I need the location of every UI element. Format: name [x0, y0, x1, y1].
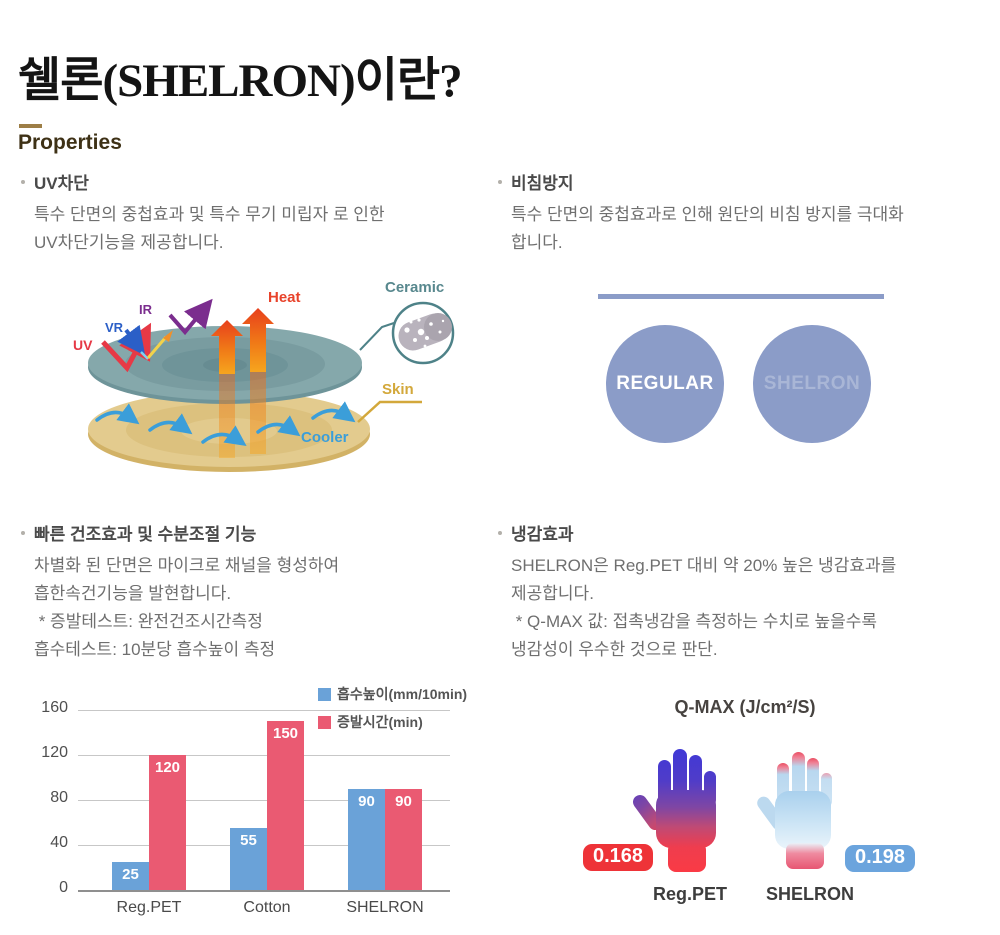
section-sheer-header: 비침방지 [495, 169, 965, 194]
legend-swatch [318, 687, 331, 701]
section-cooling-title: 냉감효과 [511, 525, 574, 544]
y-axis-tick-label: 0 [59, 879, 68, 896]
legend-label: 흡수높이(mm/10min) [337, 686, 468, 702]
cooler-airflow-arrows [95, 401, 356, 447]
regular-circle: REGULAR [606, 325, 724, 443]
section-drying-header: 빠른 건조효과 및 수분조절 기능 [18, 520, 488, 545]
bar-value-label: 90 [395, 793, 412, 810]
y-axis-tick-label: 40 [50, 834, 68, 851]
absorption-evaporation-chart: 0 40 80 120 160 25 120 Reg.PET 55 150 Cotton 90 90 SH… [18, 680, 498, 932]
regpet-hand-figure [632, 749, 716, 872]
section-sheer-title: 비침방지 [511, 174, 574, 193]
section-drying-body: 차별화 된 단면은 마이크로 채널을 형성하여 흡한속건기능을 발현합니다. *… [34, 556, 340, 659]
bar: 120 [149, 755, 186, 890]
x-axis-category-label: SHELRON [346, 899, 424, 916]
section-uv-header: UV차단 [18, 169, 488, 194]
legend-swatch [318, 715, 331, 729]
sheer-figure-bar [598, 294, 884, 299]
legend-item: 증발시간(min) [318, 714, 423, 730]
bar: 90 [385, 789, 422, 890]
legend-label: 증발시간(min) [337, 714, 423, 730]
uv-label: UV [73, 337, 93, 353]
properties-heading: Properties [18, 131, 122, 154]
ir-reflection [146, 336, 168, 359]
qmax-value-regpet: 0.168 [593, 845, 644, 867]
section-drying: 빠른 건조효과 및 수분조절 기능 차별화 된 단면은 마이크로 채널을 형성하… [18, 520, 488, 664]
section-drying-title: 빠른 건조효과 및 수분조절 기능 [34, 525, 257, 544]
bar: 25 [112, 862, 149, 890]
ir-label: IR [139, 302, 153, 317]
page-title: 쉘론(SHELRON)이란? [18, 55, 463, 108]
bar: 55 [230, 828, 267, 890]
uv-fabric-diagram: Heat UV VR IR Ceramic Skin [73, 279, 455, 472]
hand-caption-regpet: Reg.PET [652, 884, 727, 904]
section-cooling-header: 냉감효과 [495, 520, 965, 545]
shelron-circle-label: SHELRON [763, 373, 861, 394]
bar: 90 [348, 789, 385, 890]
qmax-value-shelron: 0.198 [855, 846, 906, 868]
bullet-dot [498, 179, 502, 184]
shelron-hand-figure [757, 752, 832, 869]
heat-label: Heat [268, 289, 301, 306]
skin-callout-line [357, 400, 422, 423]
section-cooling-body: SHELRON은 Reg.PET 대비 약 20% 높은 냉감효과를 제공합니다… [511, 556, 897, 659]
gridline [78, 890, 450, 892]
ceramic-magnifier [391, 301, 455, 365]
qmax-value-badge-regpet: 0.168 [583, 844, 654, 871]
section-uv-title: UV차단 [34, 174, 89, 193]
ir-ray-arrow [168, 298, 213, 336]
y-axis-tick-label: 80 [50, 789, 68, 806]
bar: 150 [267, 721, 304, 890]
regular-circle-label: REGULAR [616, 373, 714, 394]
vr-reflection [140, 351, 149, 360]
bullet-dot [21, 530, 25, 535]
x-axis-category-label: Cotton [243, 899, 291, 916]
gridline [78, 755, 450, 756]
y-axis-tick-label: 160 [41, 699, 68, 716]
hand-caption-shelron: SHELRON [765, 884, 854, 904]
bar-value-label: 90 [358, 793, 375, 810]
vr-ray-arrow [117, 324, 146, 356]
bullet-dot [498, 530, 502, 535]
section-uv-body: 특수 단면의 중첩효과 및 특수 무기 미립자 로 인한 UV차단기능을 제공합… [34, 205, 385, 252]
x-axis-category-label: Reg.PET [116, 899, 182, 916]
properties-accent-dash [19, 124, 42, 128]
bar-value-label: 150 [272, 725, 299, 742]
section-sheer: 비침방지 특수 단면의 중첩효과로 인해 원단의 비침 방지를 극대화 합니다. [495, 169, 965, 257]
cooler-label: Cooler [301, 429, 349, 446]
section-cooling: 냉감효과 SHELRON은 Reg.PET 대비 약 20% 높은 냉감효과를 … [495, 520, 965, 664]
shelron-circle: SHELRON [753, 325, 871, 443]
ir-reflection-head [163, 330, 173, 342]
skin-label: Skin [382, 381, 414, 398]
legend-item: 흡수높이(mm/10min) [318, 686, 467, 702]
bullet-dot [21, 179, 25, 184]
section-sheer-body: 특수 단면의 중첩효과로 인해 원단의 비침 방지를 극대화 합니다. [511, 205, 904, 252]
section-uv: UV차단 특수 단면의 중첩효과 및 특수 무기 미립자 로 인한 UV차단기능… [18, 169, 488, 257]
ceramic-connector-line [359, 322, 395, 351]
y-axis-tick-label: 120 [41, 744, 68, 761]
vr-label: VR [105, 320, 124, 335]
bar-value-label: 120 [154, 759, 181, 776]
gridline [78, 800, 450, 801]
bar-value-label: 25 [122, 866, 139, 883]
bar-value-label: 55 [240, 832, 257, 849]
gridline [78, 710, 450, 711]
ceramic-label: Ceramic [385, 279, 444, 296]
qmax-value-badge-shelron: 0.198 [845, 845, 916, 872]
qmax-title: Q-MAX (J/cm²/S) [674, 697, 816, 717]
